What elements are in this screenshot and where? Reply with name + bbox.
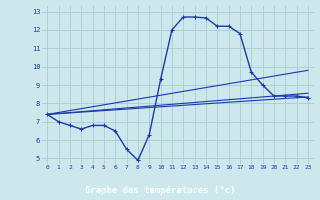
Text: Graphe des températures (°c): Graphe des températures (°c)	[85, 186, 235, 195]
